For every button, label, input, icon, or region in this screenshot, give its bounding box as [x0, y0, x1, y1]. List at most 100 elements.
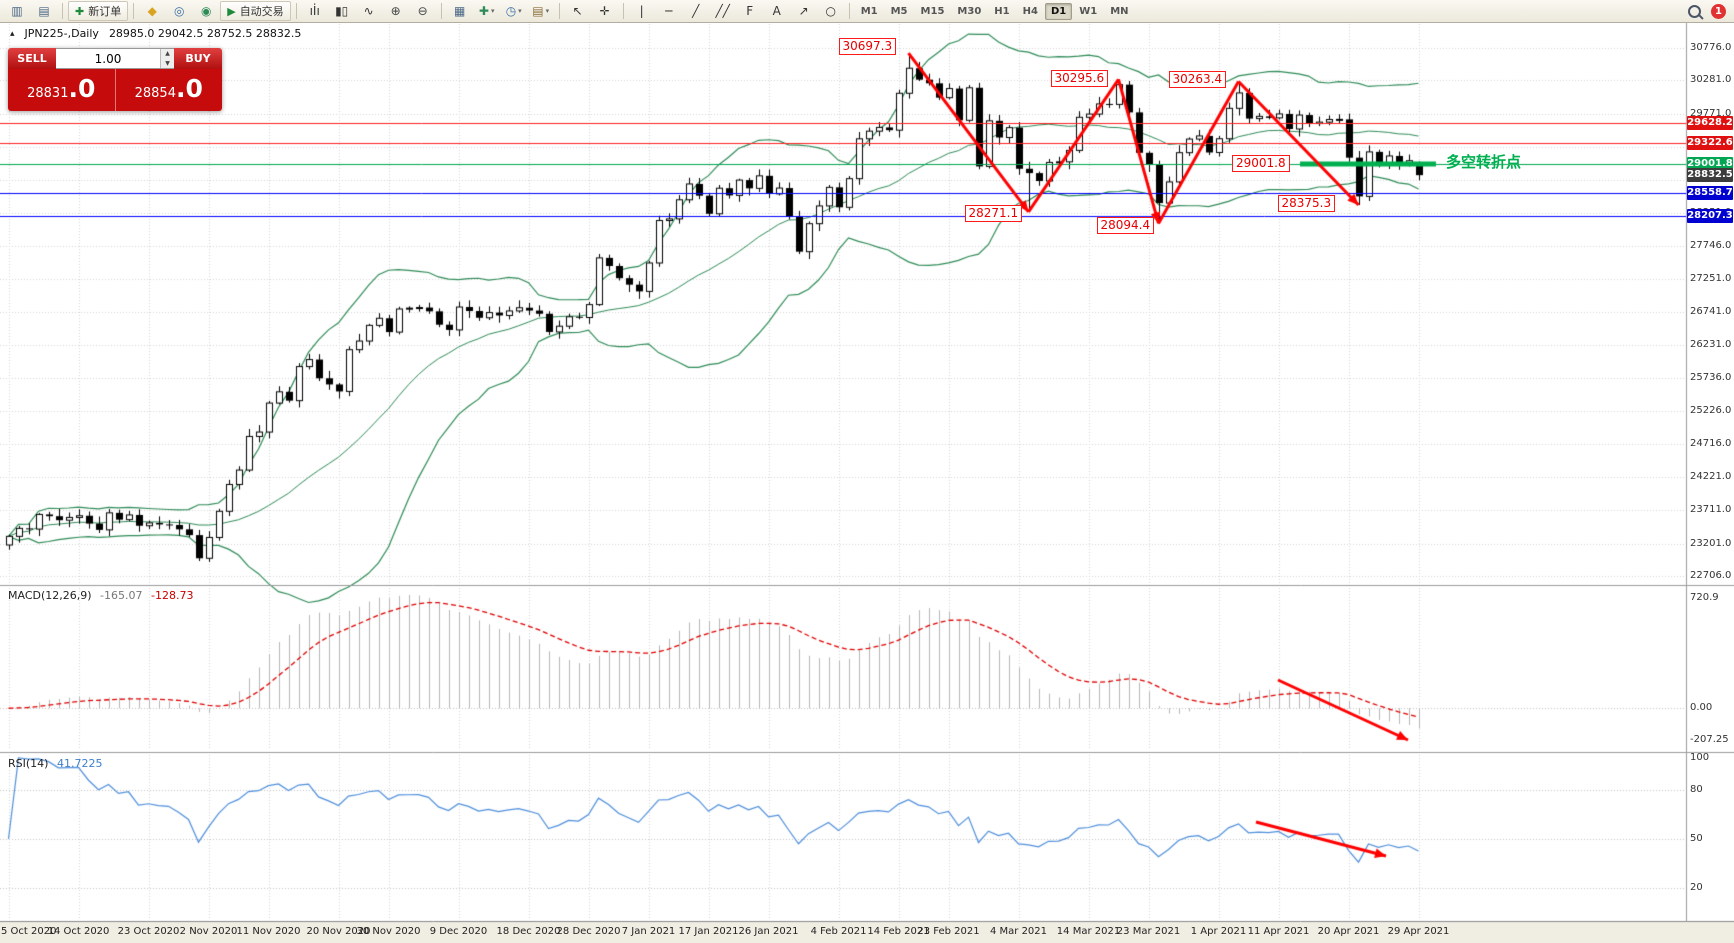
- timeframe-w1[interactable]: W1: [1079, 5, 1098, 17]
- toolbar-separator: [62, 3, 63, 19]
- notifications-badge[interactable]: 1: [1711, 3, 1726, 19]
- toolbar-right-group: 1: [1688, 3, 1730, 19]
- price-scale-label: 30776.0: [1690, 42, 1732, 53]
- timeframe-m15[interactable]: M15: [920, 5, 945, 17]
- volume-field: 1.00 ▲ ▼: [56, 48, 174, 69]
- price-scale-label: 25736.0: [1690, 371, 1732, 383]
- price-line-badge[interactable]: 29001.8: [1687, 157, 1733, 172]
- oneclick-toggle-icon[interactable]: ▴: [10, 28, 15, 39]
- horizontal-line-icon[interactable]: ─: [665, 4, 673, 18]
- date-axis-label: 9 Dec 2020: [429, 926, 488, 937]
- current-price-badge: 28832.5: [1687, 168, 1733, 183]
- price-line-badge[interactable]: 29322.6: [1687, 136, 1733, 151]
- metaeditor-icon[interactable]: ◆: [147, 4, 157, 18]
- indicators-dropdown[interactable]: ✚ ▾: [478, 4, 495, 18]
- volume-decrease-button[interactable]: ▼: [161, 58, 174, 68]
- date-axis-label: 23 Oct 2020: [117, 926, 180, 937]
- shapes-icon[interactable]: ○: [825, 4, 836, 18]
- volume-increase-button[interactable]: ▲: [161, 49, 174, 59]
- swing-price-label[interactable]: 29001.8: [1232, 155, 1290, 173]
- price-scale-label: 26231.0: [1690, 339, 1732, 351]
- profiles-icon[interactable]: ▤: [38, 4, 50, 18]
- price-line-badge[interactable]: 28558.7: [1687, 186, 1733, 201]
- timeframe-h4[interactable]: H4: [1022, 5, 1038, 17]
- toolbar-separator: [133, 3, 135, 19]
- fibonacci-icon[interactable]: F: [746, 4, 754, 18]
- timeframe-h1[interactable]: H1: [994, 5, 1010, 17]
- date-axis-label: 11 Apr 2021: [1247, 926, 1310, 937]
- text-icon[interactable]: A: [772, 4, 781, 18]
- chevron-down-icon: ▾: [545, 7, 550, 15]
- bar-chart-icon[interactable]: ıİı: [309, 4, 320, 18]
- toolbar-separator: [622, 3, 624, 19]
- price-scale-label: 27251.0: [1690, 272, 1732, 284]
- cursor-icon[interactable]: ↖: [572, 4, 583, 18]
- buy-price-big: .0: [175, 74, 203, 103]
- trendline-icon[interactable]: ╱: [692, 4, 700, 18]
- date-axis-label: 4 Mar 2021: [989, 926, 1048, 937]
- price-scale-label: 25226.0: [1690, 405, 1732, 417]
- volume-input[interactable]: 1.00: [94, 52, 122, 66]
- turning-point-label[interactable]: 多空转折点: [1446, 153, 1522, 171]
- macd-value-main: -165.07: [100, 589, 143, 602]
- channel-icon[interactable]: ╱╱: [715, 4, 730, 18]
- swing-price-label[interactable]: 30295.6: [1050, 70, 1109, 88]
- timeframe-m1[interactable]: M1: [860, 5, 878, 17]
- symbol-title: JPN225-,Daily: [24, 27, 99, 40]
- vertical-line-icon[interactable]: |: [639, 4, 644, 18]
- tile-windows-icon[interactable]: ▦: [454, 4, 466, 18]
- date-axis-label: 26 Jan 2021: [738, 926, 799, 937]
- one-click-top-row: SELL 1.00 ▲ ▼ BUY: [8, 48, 222, 69]
- swing-price-label[interactable]: 28094.4: [1096, 217, 1155, 235]
- autotrading-button[interactable]: ▶ 自动交易: [220, 1, 291, 21]
- buy-price-display[interactable]: 28854.0: [115, 69, 222, 111]
- price-scale-label: 29771.0: [1690, 107, 1732, 119]
- marketplace-icon[interactable]: ◉: [200, 4, 212, 18]
- date-axis-label: 1 Apr 2021: [1190, 926, 1247, 937]
- date-axis-label: 29 Apr 2021: [1387, 926, 1450, 937]
- date-axis-label: 7 Jan 2021: [621, 926, 676, 937]
- search-icon[interactable]: [1688, 4, 1701, 18]
- new-order-button-label: 新订单: [88, 5, 122, 18]
- timeframe-mn[interactable]: MN: [1110, 5, 1129, 17]
- zoom-out-icon[interactable]: ⊖: [417, 4, 428, 18]
- price-line-badge[interactable]: 28207.3: [1687, 209, 1733, 224]
- sell-button[interactable]: SELL: [8, 48, 56, 69]
- rsi-scale-label: 20: [1690, 881, 1703, 893]
- timeframe-m5[interactable]: M5: [890, 5, 908, 17]
- crosshair-icon[interactable]: ✛: [599, 4, 610, 18]
- timeframe-m30[interactable]: M30: [957, 5, 982, 17]
- templates-dropdown[interactable]: ▤ ▾: [532, 4, 550, 18]
- macd-title-text: MACD(12,26,9): [8, 589, 92, 602]
- new-order-icon: ✚: [75, 4, 85, 18]
- periods-dropdown[interactable]: ◷ ▾: [505, 4, 522, 18]
- chart-window-icon[interactable]: ▥: [11, 4, 23, 18]
- date-axis-label: 30 Nov 2020: [356, 926, 421, 937]
- new-order-button[interactable]: ✚ 新订单: [68, 1, 129, 21]
- buy-price-base: 28854: [134, 86, 176, 101]
- candlestick-chart-icon[interactable]: ▮▯: [335, 4, 349, 18]
- line-chart-icon[interactable]: ∿: [363, 4, 374, 18]
- price-line-badge[interactable]: 29628.2: [1687, 116, 1733, 131]
- toolbar-separator: [558, 3, 560, 19]
- toolbar-separator: [295, 3, 297, 19]
- scripts-icon[interactable]: ◎: [173, 4, 185, 18]
- sell-price-big: .0: [68, 74, 96, 103]
- timeframe-d1[interactable]: D1: [1044, 2, 1073, 20]
- swing-price-label[interactable]: 30263.4: [1168, 70, 1227, 88]
- rsi-scale-label: 50: [1690, 833, 1703, 844]
- swing-price-label[interactable]: 28271.1: [964, 204, 1023, 222]
- sell-price-display[interactable]: 28831.0: [8, 69, 116, 111]
- date-axis-label: 23 Mar 2021: [1116, 926, 1181, 937]
- swing-price-label[interactable]: 28375.3: [1277, 195, 1336, 213]
- arrows-icon[interactable]: ↗: [798, 4, 809, 18]
- buy-button[interactable]: BUY: [174, 48, 222, 69]
- swing-price-label[interactable]: 30697.3: [838, 38, 897, 56]
- rsi-value: 41.7225: [56, 757, 103, 770]
- chevron-down-icon: ▾: [490, 7, 495, 15]
- zoom-in-icon[interactable]: ⊕: [390, 4, 401, 18]
- date-axis-label: 20 Apr 2021: [1317, 926, 1380, 937]
- date-axis-label: 18 Dec 2020: [496, 926, 561, 937]
